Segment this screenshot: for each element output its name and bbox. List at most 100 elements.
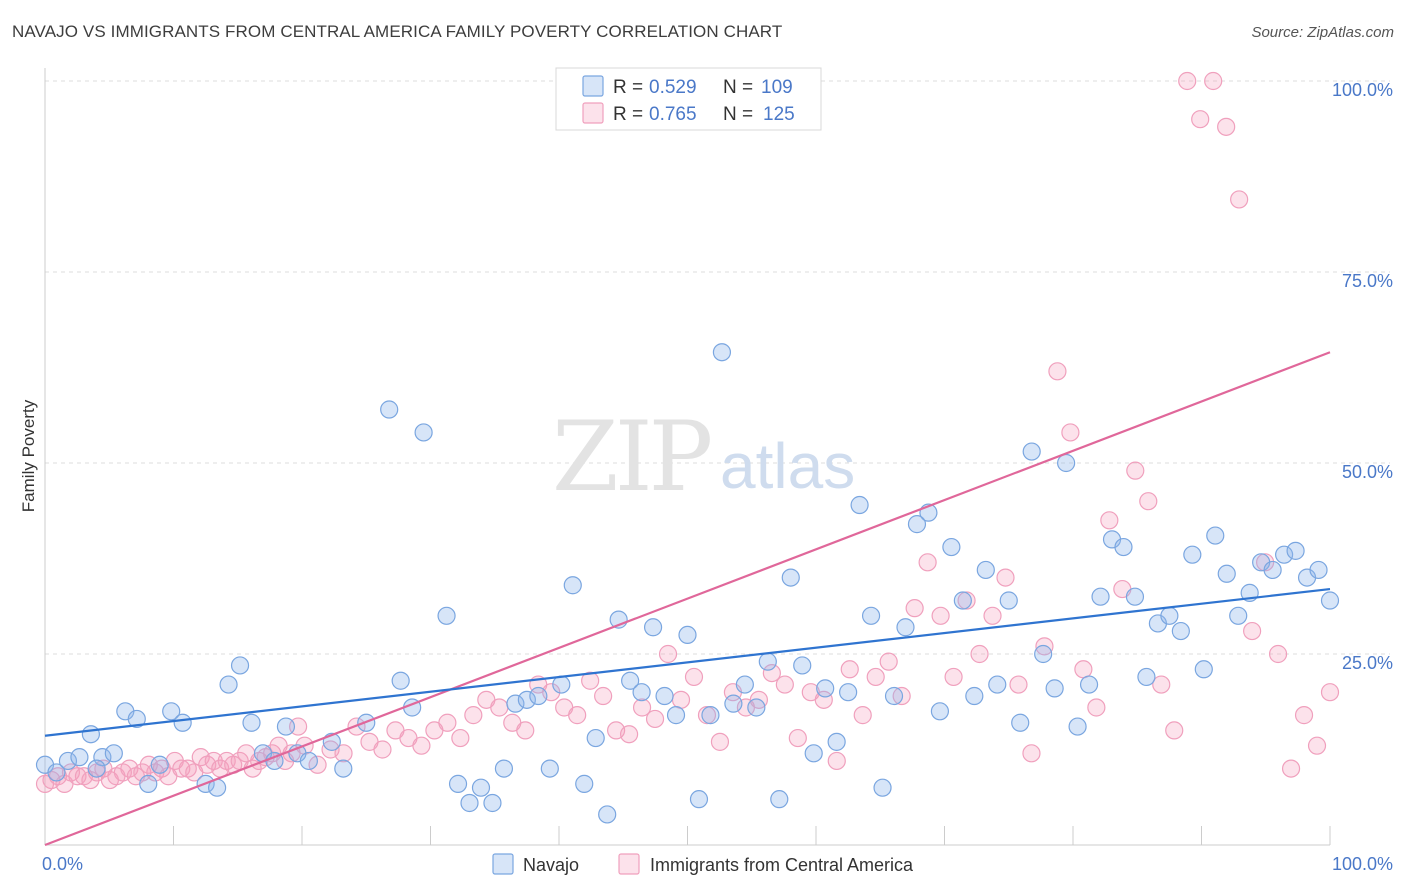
navajo-point (494, 759, 514, 778)
central-america-point (1256, 553, 1275, 572)
navajo-point (793, 656, 812, 675)
central-america-point (1178, 71, 1197, 91)
central-america-point (1268, 644, 1288, 664)
central-america-point (905, 599, 924, 618)
y-tick-label: 100.0% (1332, 80, 1393, 100)
y-axis-title: Family Poverty (19, 399, 38, 512)
central-america-point (775, 675, 794, 694)
central-america-point (1009, 675, 1028, 694)
navajo-point (1045, 679, 1064, 698)
legend-r-value-central-america: 0.765 (649, 104, 697, 125)
grid-lines (45, 80, 1390, 655)
navajo-point (678, 625, 697, 645)
legend-swatch-navajo (582, 75, 604, 97)
central-america-point (619, 725, 639, 744)
central-america-point (866, 667, 885, 687)
navajo-point (104, 744, 123, 763)
central-america-point (1204, 71, 1223, 91)
navajo-point (598, 805, 617, 824)
legend-n-label-navajo: N = (723, 77, 753, 98)
navajo-point (758, 652, 777, 671)
central-america-point (1281, 759, 1301, 778)
navajo-point (724, 694, 743, 713)
central-america-point (1307, 736, 1327, 755)
central-america-point (581, 671, 600, 690)
central-america-point (568, 706, 587, 725)
series-navajo-points (35, 343, 1340, 824)
central-america-point (334, 744, 353, 763)
navajo-point (552, 675, 571, 694)
y-tick-labels: 25.0% 50.0% 75.0% 100.0% (1332, 80, 1393, 673)
navajo-point (139, 774, 158, 793)
central-america-point (1243, 621, 1262, 641)
central-america-point (671, 690, 691, 709)
x-ticks (44, 826, 1331, 845)
navajo-point (850, 495, 869, 515)
watermark-atlas: atlas (720, 430, 855, 502)
navajo-point (655, 686, 674, 706)
navajo-point (70, 748, 89, 767)
navajo-point (839, 683, 858, 702)
navajo-point (540, 759, 559, 778)
navajo-point (861, 606, 881, 625)
bottom-legend-navajo: Navajo (523, 855, 579, 875)
navajo-point (1275, 545, 1294, 564)
navajo-point (884, 686, 904, 706)
navajo-point (1286, 541, 1305, 560)
central-america-point (1139, 492, 1158, 511)
legend-n-label-central-america: N = (723, 104, 753, 125)
navajo-point (942, 537, 961, 557)
central-america-point (1061, 423, 1080, 442)
trend-line-central-america (44, 351, 1331, 847)
x-tick-labels: 0.0% 100.0% (42, 854, 1393, 874)
navajo-point (999, 591, 1018, 610)
navajo-point (575, 774, 594, 793)
legend-swatch-central-america (582, 102, 604, 124)
source-label: Source: ZipAtlas.com (1251, 24, 1394, 41)
navajo-point (563, 576, 582, 595)
navajo-point (1022, 442, 1041, 461)
central-america-point (983, 606, 1002, 625)
navajo-point (242, 713, 261, 732)
central-america-point (1126, 461, 1145, 480)
legend-n-value-navajo: 109 (761, 77, 793, 98)
central-america-point (1152, 675, 1171, 694)
navajo-point (334, 759, 353, 778)
y-tick-label: 75.0% (1342, 271, 1393, 291)
central-america-point (1022, 744, 1041, 763)
bottom-legend-central-america: Immigrants from Central America (650, 855, 914, 875)
central-america-point (918, 553, 937, 572)
navajo-point (483, 793, 502, 813)
navajo-point (735, 675, 754, 694)
central-america-point (684, 667, 704, 687)
navajo-point (770, 790, 789, 809)
navajo-point (150, 755, 169, 774)
central-america-point (1217, 117, 1236, 136)
navajo-point (701, 706, 720, 725)
central-america-point (438, 713, 457, 732)
legend: R = 0.529 N = 109 R = 0.765 N = 125 (555, 67, 822, 131)
trend-lines (44, 351, 1331, 847)
central-america-point (853, 706, 872, 725)
central-america-point (944, 667, 963, 687)
x-tick-label: 0.0% (42, 854, 83, 874)
y-tick-label: 50.0% (1342, 462, 1393, 482)
navajo-point (1183, 545, 1202, 564)
central-america-point (1320, 683, 1340, 702)
central-america-point (594, 686, 613, 706)
navajo-point (1057, 453, 1076, 473)
navajo-point (816, 679, 835, 698)
navajo-point (953, 591, 972, 610)
bottom-legend-swatch-central-america (618, 853, 640, 875)
central-america-point (827, 751, 846, 771)
navajo-point (586, 728, 605, 748)
navajo-point (1309, 560, 1328, 580)
central-america-point (970, 644, 989, 664)
navajo-point (58, 751, 78, 771)
central-america-point (133, 763, 152, 782)
central-america-point (1048, 362, 1067, 381)
navajo-point (1125, 587, 1145, 606)
navajo-point (873, 778, 892, 797)
central-america-point (1230, 190, 1249, 209)
